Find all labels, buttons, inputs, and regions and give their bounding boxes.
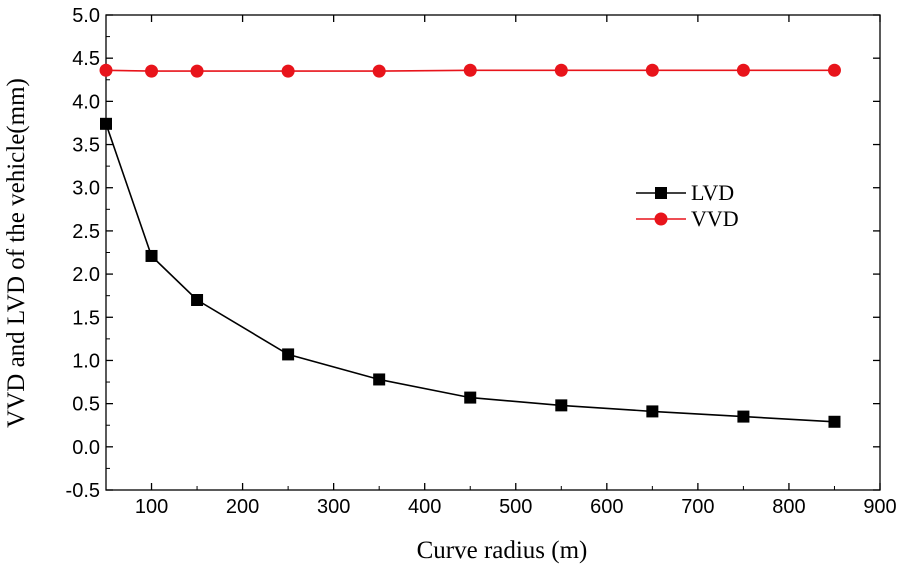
x-tick-label: 200 — [226, 496, 259, 518]
vvd-point — [645, 63, 659, 77]
y-tick-label: 4.5 — [72, 48, 100, 70]
x-tick-label: 900 — [863, 496, 896, 518]
y-tick-label: 3.0 — [72, 178, 100, 200]
vvd-point — [99, 63, 113, 77]
vvd-point — [554, 63, 568, 77]
legend-vvd-label: VVD — [691, 206, 739, 231]
y-tick-label: -0.5 — [66, 480, 100, 502]
plot-frame — [105, 14, 881, 491]
legend-lvd-marker — [655, 187, 667, 199]
lvd-point — [282, 348, 295, 361]
lvd-point — [100, 117, 112, 130]
lvd-series — [100, 117, 841, 428]
y-tick-label: 1.0 — [72, 350, 100, 372]
x-tick-label: 600 — [590, 496, 623, 518]
y-tick-label: 0.0 — [72, 437, 100, 459]
vvd-point — [827, 63, 841, 77]
axes: 100 200 300 400 500 600 700 800 900 -0.5 0.0 0.5 1.0… — [66, 5, 897, 518]
y-tick-label: 1.5 — [72, 307, 100, 329]
x-tick-label: 800 — [772, 496, 805, 518]
legend-vvd-marker — [654, 212, 668, 226]
series-layer — [99, 63, 841, 428]
legend-lvd-label: LVD — [691, 180, 734, 205]
vvd-point — [190, 64, 204, 78]
lvd-line — [105, 123, 835, 423]
lvd-point — [373, 373, 386, 386]
vvd-point — [736, 63, 750, 77]
lvd-point — [828, 415, 841, 428]
vvd-series — [99, 63, 841, 78]
lvd-point — [191, 294, 204, 306]
y-tick-label: 2.5 — [72, 221, 100, 243]
lvd-point — [464, 391, 477, 404]
y-tick-label: 2.0 — [72, 264, 100, 286]
lvd-point — [555, 399, 568, 412]
vvd-point — [281, 64, 295, 78]
vvd-point — [372, 64, 386, 78]
x-tick-label: 700 — [681, 496, 714, 518]
lvd-point — [737, 410, 750, 423]
y-tick-label: 5.0 — [72, 5, 100, 27]
x-axis-title: Curve radius (m) — [417, 537, 588, 564]
x-tick-label: 500 — [499, 496, 532, 518]
vvd-point — [145, 64, 159, 78]
x-tick-label: 400 — [408, 496, 441, 518]
x-tick-label: 300 — [317, 496, 350, 518]
y-axis-title: VVD and LVD of the vehicle(mm) — [3, 78, 30, 428]
vvd-point — [463, 63, 477, 77]
y-tick-label: 4.0 — [72, 91, 100, 113]
vvd-line — [105, 69, 835, 72]
y-tick-label: 3.5 — [72, 135, 100, 157]
lvd-point — [145, 249, 158, 262]
x-tick-label: 100 — [135, 496, 168, 518]
y-tick-label: 0.5 — [72, 394, 100, 416]
lvd-point — [646, 405, 659, 418]
